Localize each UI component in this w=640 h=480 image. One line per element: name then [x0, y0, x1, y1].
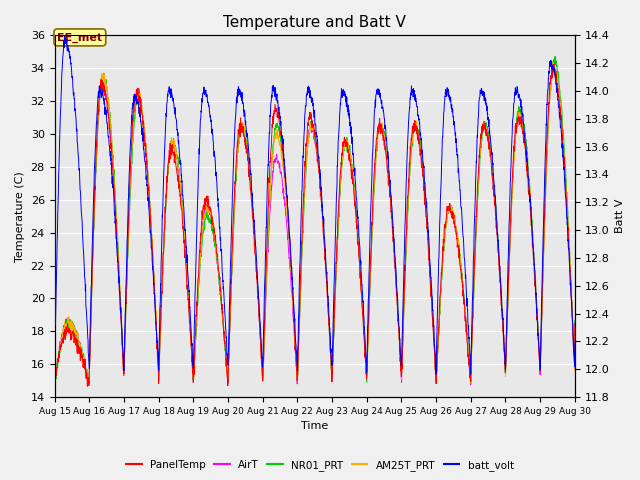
Y-axis label: Batt V: Batt V [615, 199, 625, 233]
Text: EE_met: EE_met [58, 32, 102, 43]
X-axis label: Time: Time [301, 421, 328, 432]
Title: Temperature and Batt V: Temperature and Batt V [223, 15, 406, 30]
Y-axis label: Temperature (C): Temperature (C) [15, 171, 25, 262]
Legend: PanelTemp, AirT, NR01_PRT, AM25T_PRT, batt_volt: PanelTemp, AirT, NR01_PRT, AM25T_PRT, ba… [122, 456, 518, 475]
